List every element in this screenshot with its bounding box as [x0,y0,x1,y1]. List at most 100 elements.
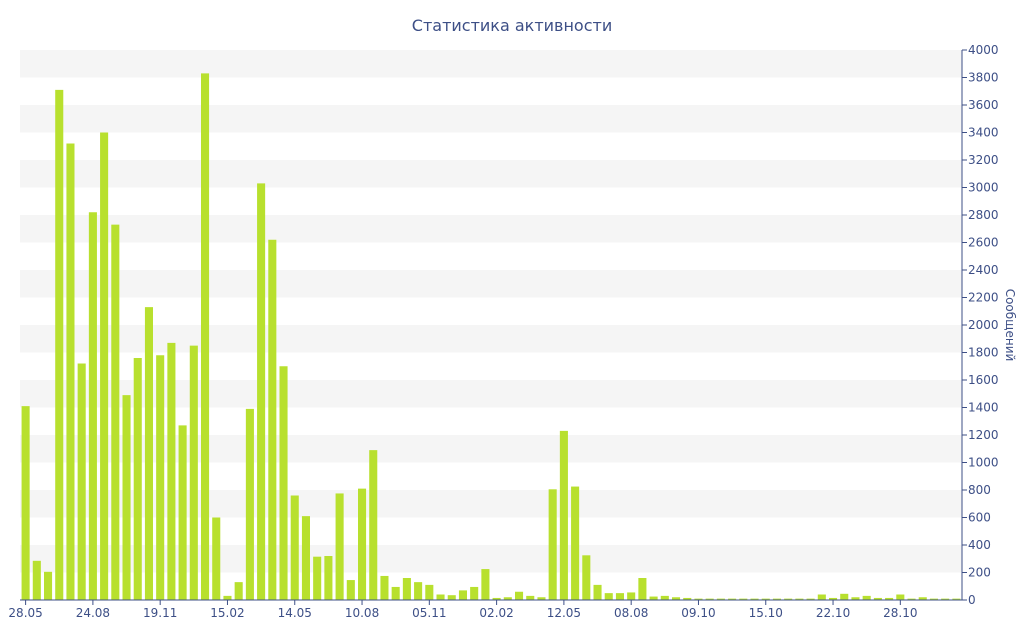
bar [559,430,568,601]
bar [885,597,894,600]
bar [638,578,647,600]
grid-band [20,105,962,133]
bar [189,345,198,601]
y-tick-label: 800 [968,483,991,497]
grid-band [20,215,962,243]
y-tick-label: 400 [968,538,991,552]
bar [391,586,400,600]
bar [369,450,378,601]
bar [672,597,681,600]
bar [941,598,950,601]
bar [425,584,434,601]
y-tick-label: 1400 [968,401,999,415]
bar [279,366,288,600]
bar [245,408,254,601]
bar [503,597,512,600]
bar [739,598,748,601]
bar [604,593,613,601]
bar [817,594,826,600]
bar [593,584,602,601]
bar [178,425,187,601]
bar [313,556,322,600]
bar [526,595,535,601]
x-tick-label: 19.11 [143,606,177,620]
bar [761,598,770,601]
y-tick-label: 4000 [968,43,999,57]
bar [55,89,64,601]
bar [862,595,871,601]
bar [77,363,86,600]
bar [627,592,636,600]
bar [402,578,411,600]
y-tick-label: 0 [968,593,976,607]
y-tick-label: 1000 [968,456,999,470]
grid-bands [20,50,962,573]
bar [705,598,714,601]
bar [582,555,591,600]
bar [784,598,793,601]
bar [156,355,165,600]
bar [301,516,310,601]
y-tick-label: 2800 [968,208,999,222]
y-tick-label: 1200 [968,428,999,442]
y-tick-label: 2400 [968,263,999,277]
grid-band [20,50,962,78]
bar [907,598,916,601]
bar [694,598,703,601]
bar [548,489,557,600]
x-tick-label: 22.10 [816,606,850,620]
bar [335,493,344,600]
bar [683,597,692,600]
bar [716,598,725,601]
x-tick-label: 28.05 [8,606,42,620]
x-tick-label: 09.10 [681,606,715,620]
bar [223,595,232,601]
bar [649,596,658,600]
bar [458,590,467,601]
y-axis-ticks: 0 200 400 600 800 1000 1200 1400 1600 1800 2000 220… [962,43,999,607]
y-tick-label: 600 [968,511,991,525]
bar [515,591,524,600]
x-tick-label: 02.02 [479,606,513,620]
bar [212,517,221,600]
bar [324,556,333,600]
bar [829,597,838,600]
y-tick-label: 2000 [968,318,999,332]
bar [167,342,176,601]
y-tick-label: 3000 [968,181,999,195]
bar [952,598,961,601]
y-tick-label: 1800 [968,346,999,360]
bar [918,597,927,600]
grid-band [20,380,962,408]
bar [414,582,423,601]
bar [851,597,860,600]
x-tick-label: 14.05 [278,606,312,620]
bar [470,586,479,600]
y-tick-label: 2200 [968,291,999,305]
bar [234,582,243,601]
bar [268,239,277,600]
bar [571,486,580,600]
bar [201,73,210,601]
bar [380,575,389,600]
grid-band [20,160,962,188]
y-axis-label: Сообщений [1003,289,1017,362]
grid-band [20,270,962,298]
bar [896,594,905,600]
x-tick-label: 15.10 [749,606,783,620]
grid-band [20,325,962,353]
y-tick-label: 3200 [968,153,999,167]
x-tick-label: 28.10 [883,606,917,620]
bar [111,224,120,601]
x-tick-label: 05.11 [412,606,446,620]
y-tick-label: 200 [968,566,991,580]
bar [436,594,445,600]
y-tick-label: 1600 [968,373,999,387]
bar [447,595,456,600]
bar [840,593,849,600]
x-tick-label: 08.08 [614,606,648,620]
chart-title: Статистика активности [412,16,612,35]
bar [929,598,938,601]
